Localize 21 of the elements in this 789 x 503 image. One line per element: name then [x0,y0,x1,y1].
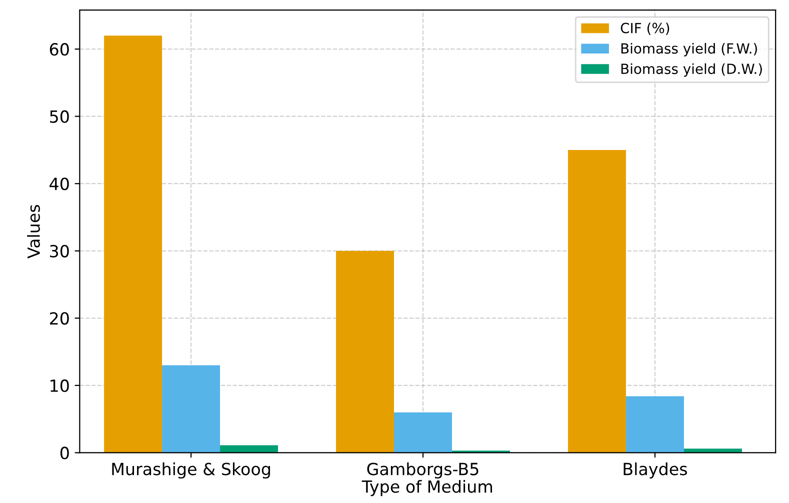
y-tick-label: 10 [50,379,69,392]
legend-label: CIF (%) [620,22,670,35]
legend-label: Biomass yield (F.W.) [621,42,757,56]
bar [162,365,220,453]
y-axis-title: Values [27,204,40,258]
bar [394,412,452,453]
bar [568,150,626,453]
y-tick-label: 0 [60,446,69,460]
bar [104,36,162,453]
y-tick-label: 30 [50,244,69,258]
bar [336,250,394,453]
x-tick-label: Blaydes [624,462,687,479]
y-tick-label: 50 [50,110,69,123]
x-axis-title: Type of Medium [362,480,492,496]
legend-label: Biomass yield (D.W.) [621,63,762,77]
bar [626,396,684,453]
x-tick-label: Gamborgs-B5 [367,462,478,479]
y-tick-label: 20 [50,312,69,325]
y-tick-label: 40 [50,178,69,190]
x-tick-label: Murashige & Skoog [112,462,270,479]
y-tick-label: 60 [50,43,69,56]
